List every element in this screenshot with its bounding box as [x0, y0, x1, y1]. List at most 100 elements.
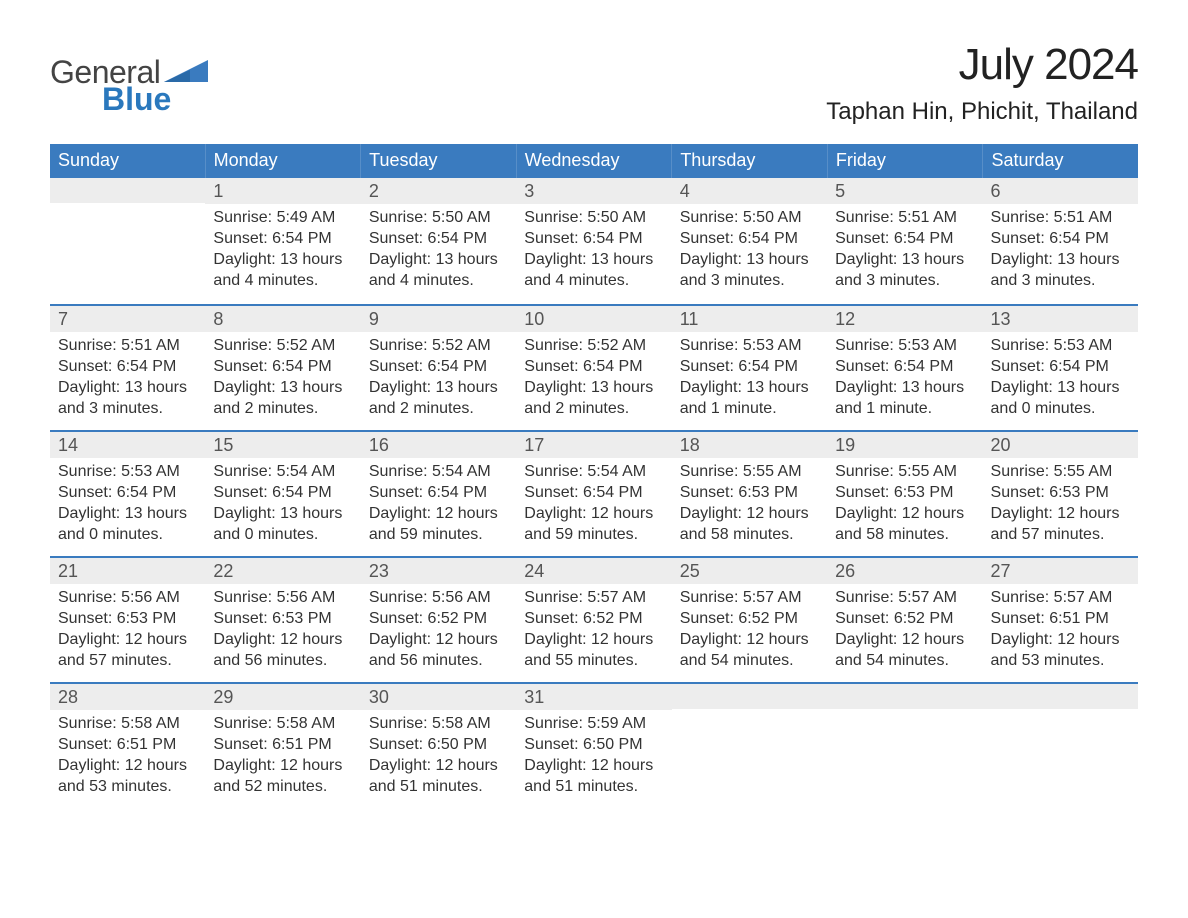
- day-cell: 10Sunrise: 5:52 AMSunset: 6:54 PMDayligh…: [516, 306, 671, 430]
- day-cell: 31Sunrise: 5:59 AMSunset: 6:50 PMDayligh…: [516, 684, 671, 808]
- daylight-line: Daylight: 12 hours and 59 minutes.: [369, 504, 508, 546]
- dow-cell: Tuesday: [360, 144, 516, 178]
- sunset-line: Sunset: 6:54 PM: [835, 357, 974, 378]
- dow-cell: Friday: [827, 144, 983, 178]
- day-cell: 15Sunrise: 5:54 AMSunset: 6:54 PMDayligh…: [205, 432, 360, 556]
- day-body: [50, 203, 205, 215]
- day-number: [672, 684, 827, 709]
- sunset-line: Sunset: 6:53 PM: [991, 483, 1130, 504]
- day-cell: 27Sunrise: 5:57 AMSunset: 6:51 PMDayligh…: [983, 558, 1138, 682]
- day-body: Sunrise: 5:51 AMSunset: 6:54 PMDaylight:…: [983, 204, 1138, 299]
- day-number: 6: [983, 178, 1138, 204]
- day-number: 4: [672, 178, 827, 204]
- day-number: 26: [827, 558, 982, 584]
- day-body: [827, 709, 982, 721]
- daylight-line: Daylight: 12 hours and 58 minutes.: [835, 504, 974, 546]
- day-body: Sunrise: 5:56 AMSunset: 6:53 PMDaylight:…: [50, 584, 205, 679]
- day-number: [827, 684, 982, 709]
- daylight-line: Daylight: 12 hours and 57 minutes.: [991, 504, 1130, 546]
- day-body: Sunrise: 5:54 AMSunset: 6:54 PMDaylight:…: [361, 458, 516, 553]
- daylight-line: Daylight: 12 hours and 54 minutes.: [680, 630, 819, 672]
- day-number: 19: [827, 432, 982, 458]
- day-body: Sunrise: 5:58 AMSunset: 6:51 PMDaylight:…: [205, 710, 360, 805]
- sunset-line: Sunset: 6:54 PM: [369, 229, 508, 250]
- daylight-line: Daylight: 12 hours and 55 minutes.: [524, 630, 663, 672]
- sunset-line: Sunset: 6:52 PM: [680, 609, 819, 630]
- day-number: [50, 178, 205, 203]
- daylight-line: Daylight: 12 hours and 59 minutes.: [524, 504, 663, 546]
- sunset-line: Sunset: 6:54 PM: [213, 483, 352, 504]
- day-body: Sunrise: 5:50 AMSunset: 6:54 PMDaylight:…: [516, 204, 671, 299]
- day-cell: 19Sunrise: 5:55 AMSunset: 6:53 PMDayligh…: [827, 432, 982, 556]
- day-number: 1: [205, 178, 360, 204]
- daylight-line: Daylight: 13 hours and 1 minute.: [680, 378, 819, 420]
- sunrise-line: Sunrise: 5:56 AM: [58, 588, 197, 609]
- sunrise-line: Sunrise: 5:50 AM: [680, 208, 819, 229]
- sunrise-line: Sunrise: 5:57 AM: [680, 588, 819, 609]
- day-cell: 18Sunrise: 5:55 AMSunset: 6:53 PMDayligh…: [672, 432, 827, 556]
- day-cell: 6Sunrise: 5:51 AMSunset: 6:54 PMDaylight…: [983, 178, 1138, 304]
- day-number: 5: [827, 178, 982, 204]
- sunrise-line: Sunrise: 5:58 AM: [58, 714, 197, 735]
- day-cell: 14Sunrise: 5:53 AMSunset: 6:54 PMDayligh…: [50, 432, 205, 556]
- day-body: Sunrise: 5:53 AMSunset: 6:54 PMDaylight:…: [50, 458, 205, 553]
- sunset-line: Sunset: 6:50 PM: [369, 735, 508, 756]
- dow-cell: Thursday: [671, 144, 827, 178]
- daylight-line: Daylight: 13 hours and 3 minutes.: [680, 250, 819, 292]
- day-body: Sunrise: 5:50 AMSunset: 6:54 PMDaylight:…: [672, 204, 827, 299]
- day-cell: 30Sunrise: 5:58 AMSunset: 6:50 PMDayligh…: [361, 684, 516, 808]
- day-number: 22: [205, 558, 360, 584]
- sunset-line: Sunset: 6:54 PM: [58, 483, 197, 504]
- week-row: 7Sunrise: 5:51 AMSunset: 6:54 PMDaylight…: [50, 304, 1138, 430]
- week-row: 14Sunrise: 5:53 AMSunset: 6:54 PMDayligh…: [50, 430, 1138, 556]
- sunset-line: Sunset: 6:54 PM: [369, 483, 508, 504]
- day-body: Sunrise: 5:59 AMSunset: 6:50 PMDaylight:…: [516, 710, 671, 805]
- daylight-line: Daylight: 12 hours and 51 minutes.: [369, 756, 508, 798]
- day-number: 24: [516, 558, 671, 584]
- sunset-line: Sunset: 6:51 PM: [58, 735, 197, 756]
- day-body: Sunrise: 5:54 AMSunset: 6:54 PMDaylight:…: [205, 458, 360, 553]
- daylight-line: Daylight: 13 hours and 0 minutes.: [58, 504, 197, 546]
- daylight-line: Daylight: 12 hours and 57 minutes.: [58, 630, 197, 672]
- sunrise-line: Sunrise: 5:59 AM: [524, 714, 663, 735]
- daylight-line: Daylight: 12 hours and 51 minutes.: [524, 756, 663, 798]
- day-cell: 2Sunrise: 5:50 AMSunset: 6:54 PMDaylight…: [361, 178, 516, 304]
- sunrise-line: Sunrise: 5:50 AM: [369, 208, 508, 229]
- day-cell: 20Sunrise: 5:55 AMSunset: 6:53 PMDayligh…: [983, 432, 1138, 556]
- sunset-line: Sunset: 6:54 PM: [991, 229, 1130, 250]
- daylight-line: Daylight: 13 hours and 3 minutes.: [58, 378, 197, 420]
- day-number: 2: [361, 178, 516, 204]
- sunset-line: Sunset: 6:53 PM: [835, 483, 974, 504]
- sunset-line: Sunset: 6:54 PM: [524, 357, 663, 378]
- day-body: Sunrise: 5:49 AMSunset: 6:54 PMDaylight:…: [205, 204, 360, 299]
- day-cell: 8Sunrise: 5:52 AMSunset: 6:54 PMDaylight…: [205, 306, 360, 430]
- day-body: Sunrise: 5:55 AMSunset: 6:53 PMDaylight:…: [983, 458, 1138, 553]
- sunrise-line: Sunrise: 5:53 AM: [58, 462, 197, 483]
- day-number: 21: [50, 558, 205, 584]
- sunrise-line: Sunrise: 5:51 AM: [835, 208, 974, 229]
- sunrise-line: Sunrise: 5:55 AM: [991, 462, 1130, 483]
- day-cell: 4Sunrise: 5:50 AMSunset: 6:54 PMDaylight…: [672, 178, 827, 304]
- day-cell: 29Sunrise: 5:58 AMSunset: 6:51 PMDayligh…: [205, 684, 360, 808]
- day-number: 12: [827, 306, 982, 332]
- sunset-line: Sunset: 6:54 PM: [213, 357, 352, 378]
- daylight-line: Daylight: 13 hours and 1 minute.: [835, 378, 974, 420]
- daylight-line: Daylight: 12 hours and 52 minutes.: [213, 756, 352, 798]
- day-number: 11: [672, 306, 827, 332]
- sunset-line: Sunset: 6:54 PM: [680, 357, 819, 378]
- sunset-line: Sunset: 6:52 PM: [524, 609, 663, 630]
- day-body: Sunrise: 5:58 AMSunset: 6:51 PMDaylight:…: [50, 710, 205, 805]
- sunrise-line: Sunrise: 5:55 AM: [680, 462, 819, 483]
- day-number: 31: [516, 684, 671, 710]
- day-cell: 9Sunrise: 5:52 AMSunset: 6:54 PMDaylight…: [361, 306, 516, 430]
- day-cell: 3Sunrise: 5:50 AMSunset: 6:54 PMDaylight…: [516, 178, 671, 304]
- day-number: 10: [516, 306, 671, 332]
- day-number: 27: [983, 558, 1138, 584]
- sunrise-line: Sunrise: 5:58 AM: [213, 714, 352, 735]
- sunset-line: Sunset: 6:52 PM: [835, 609, 974, 630]
- sunrise-line: Sunrise: 5:52 AM: [369, 336, 508, 357]
- daylight-line: Daylight: 13 hours and 0 minutes.: [213, 504, 352, 546]
- day-body: [983, 709, 1138, 721]
- day-number: 23: [361, 558, 516, 584]
- day-number: 30: [361, 684, 516, 710]
